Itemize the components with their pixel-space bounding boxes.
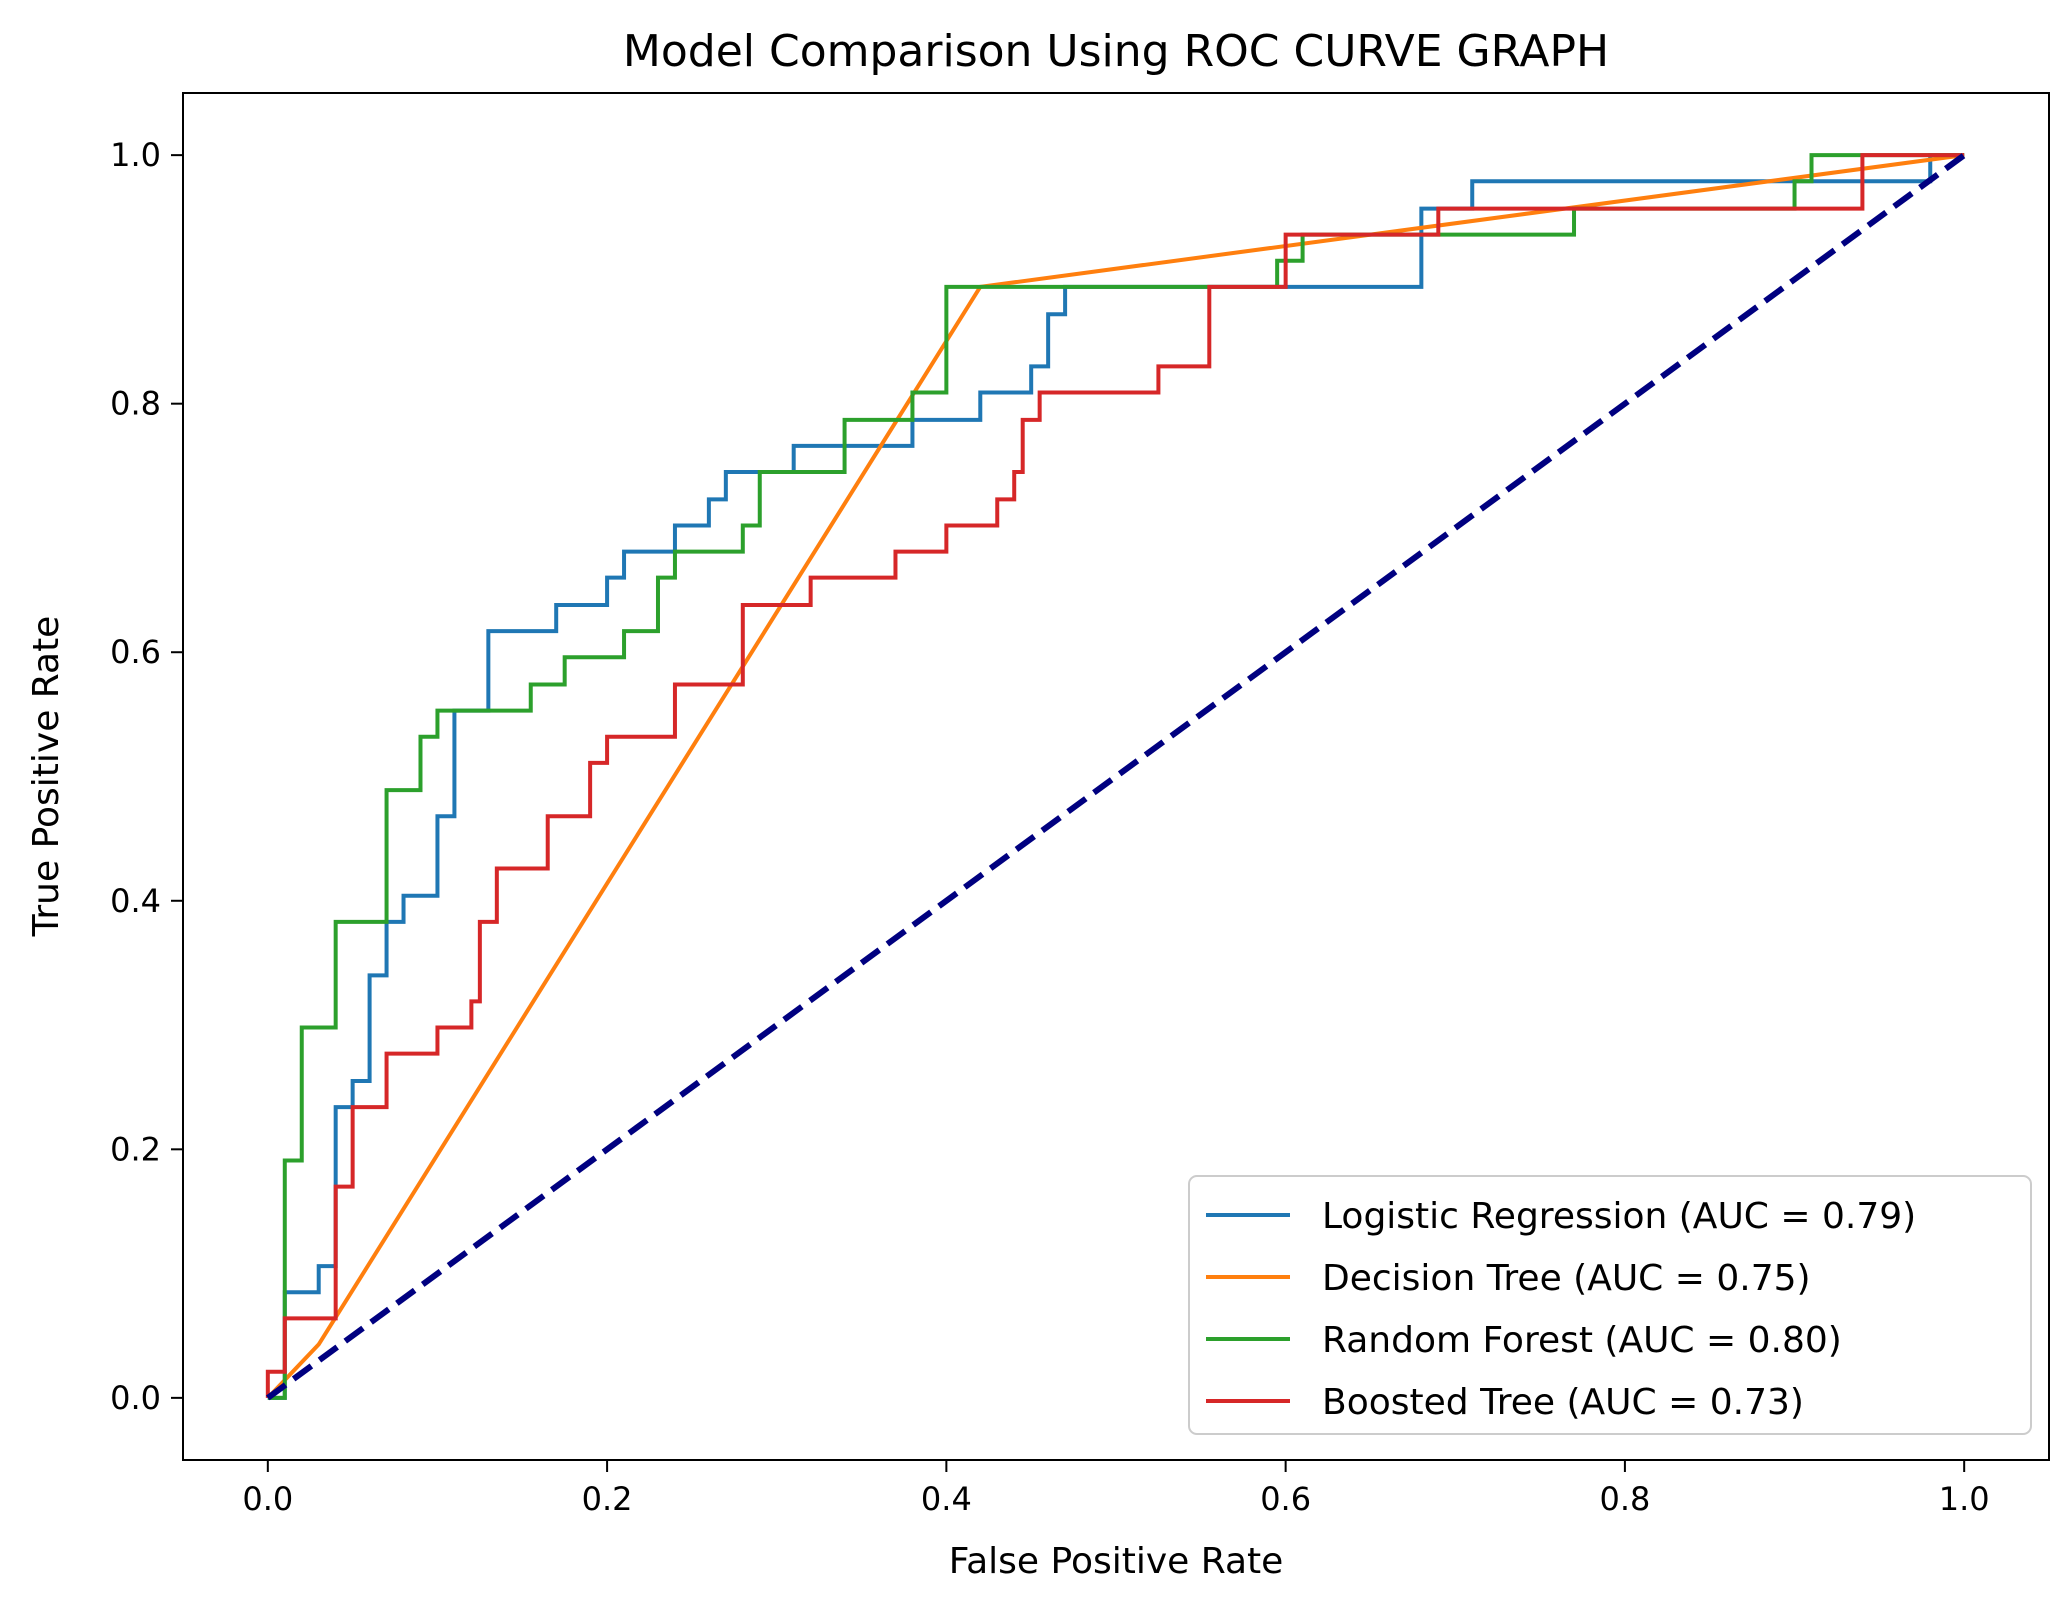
series-line-1	[266, 153, 1965, 1400]
x-tick-label: 0.6	[1260, 1480, 1311, 1518]
y-tick-label: 0.8	[110, 385, 161, 423]
legend-label-3: Boosted Tree (AUC = 0.73)	[1322, 1382, 1804, 1423]
legend: Logistic Regression (AUC = 0.79) Decision…	[1188, 1175, 2032, 1435]
x-tick-label: 0.4	[921, 1480, 972, 1518]
x-axis-label: False Positive Rate	[949, 1541, 1284, 1582]
legend-label-0: Logistic Regression (AUC = 0.79)	[1322, 1196, 1916, 1237]
series-line-3	[265, 153, 1965, 1398]
y-tick-label: 1.0	[110, 136, 161, 174]
x-tick-label: 1.0	[1939, 1480, 1990, 1518]
x-axis-ticks: 0.0 0.2 0.4 0.6 0.8 1.0	[242, 1460, 1990, 1518]
series-layer	[265, 152, 1966, 1401]
y-tick-label: 0.0	[110, 1379, 161, 1417]
series-line-0	[267, 153, 1965, 1400]
plot-frame	[182, 92, 2050, 1461]
y-axis-ticks: 0.0 0.2 0.4 0.6 0.8 1.0	[110, 136, 183, 1417]
legend-box	[1188, 1175, 2032, 1435]
legend-items: Logistic Regression (AUC = 0.79) Decision…	[1206, 1196, 1916, 1423]
legend-label-2: Random Forest (AUC = 0.80)	[1322, 1320, 1842, 1361]
plot-area	[265, 152, 1966, 1401]
chart-title: Model Comparison Using ROC CURVE GRAPH	[623, 26, 1609, 77]
x-tick-label: 0.0	[242, 1480, 293, 1518]
y-axis-label: True Positive Rate	[26, 616, 67, 938]
y-tick-label: 0.4	[110, 882, 161, 920]
legend-label-1: Decision Tree (AUC = 0.75)	[1322, 1258, 1811, 1299]
x-tick-label: 0.8	[1599, 1480, 1650, 1518]
series-line-2	[267, 153, 1965, 1400]
x-tick-label: 0.2	[582, 1480, 633, 1518]
y-tick-label: 0.6	[110, 633, 161, 671]
y-tick-label: 0.2	[110, 1130, 161, 1168]
